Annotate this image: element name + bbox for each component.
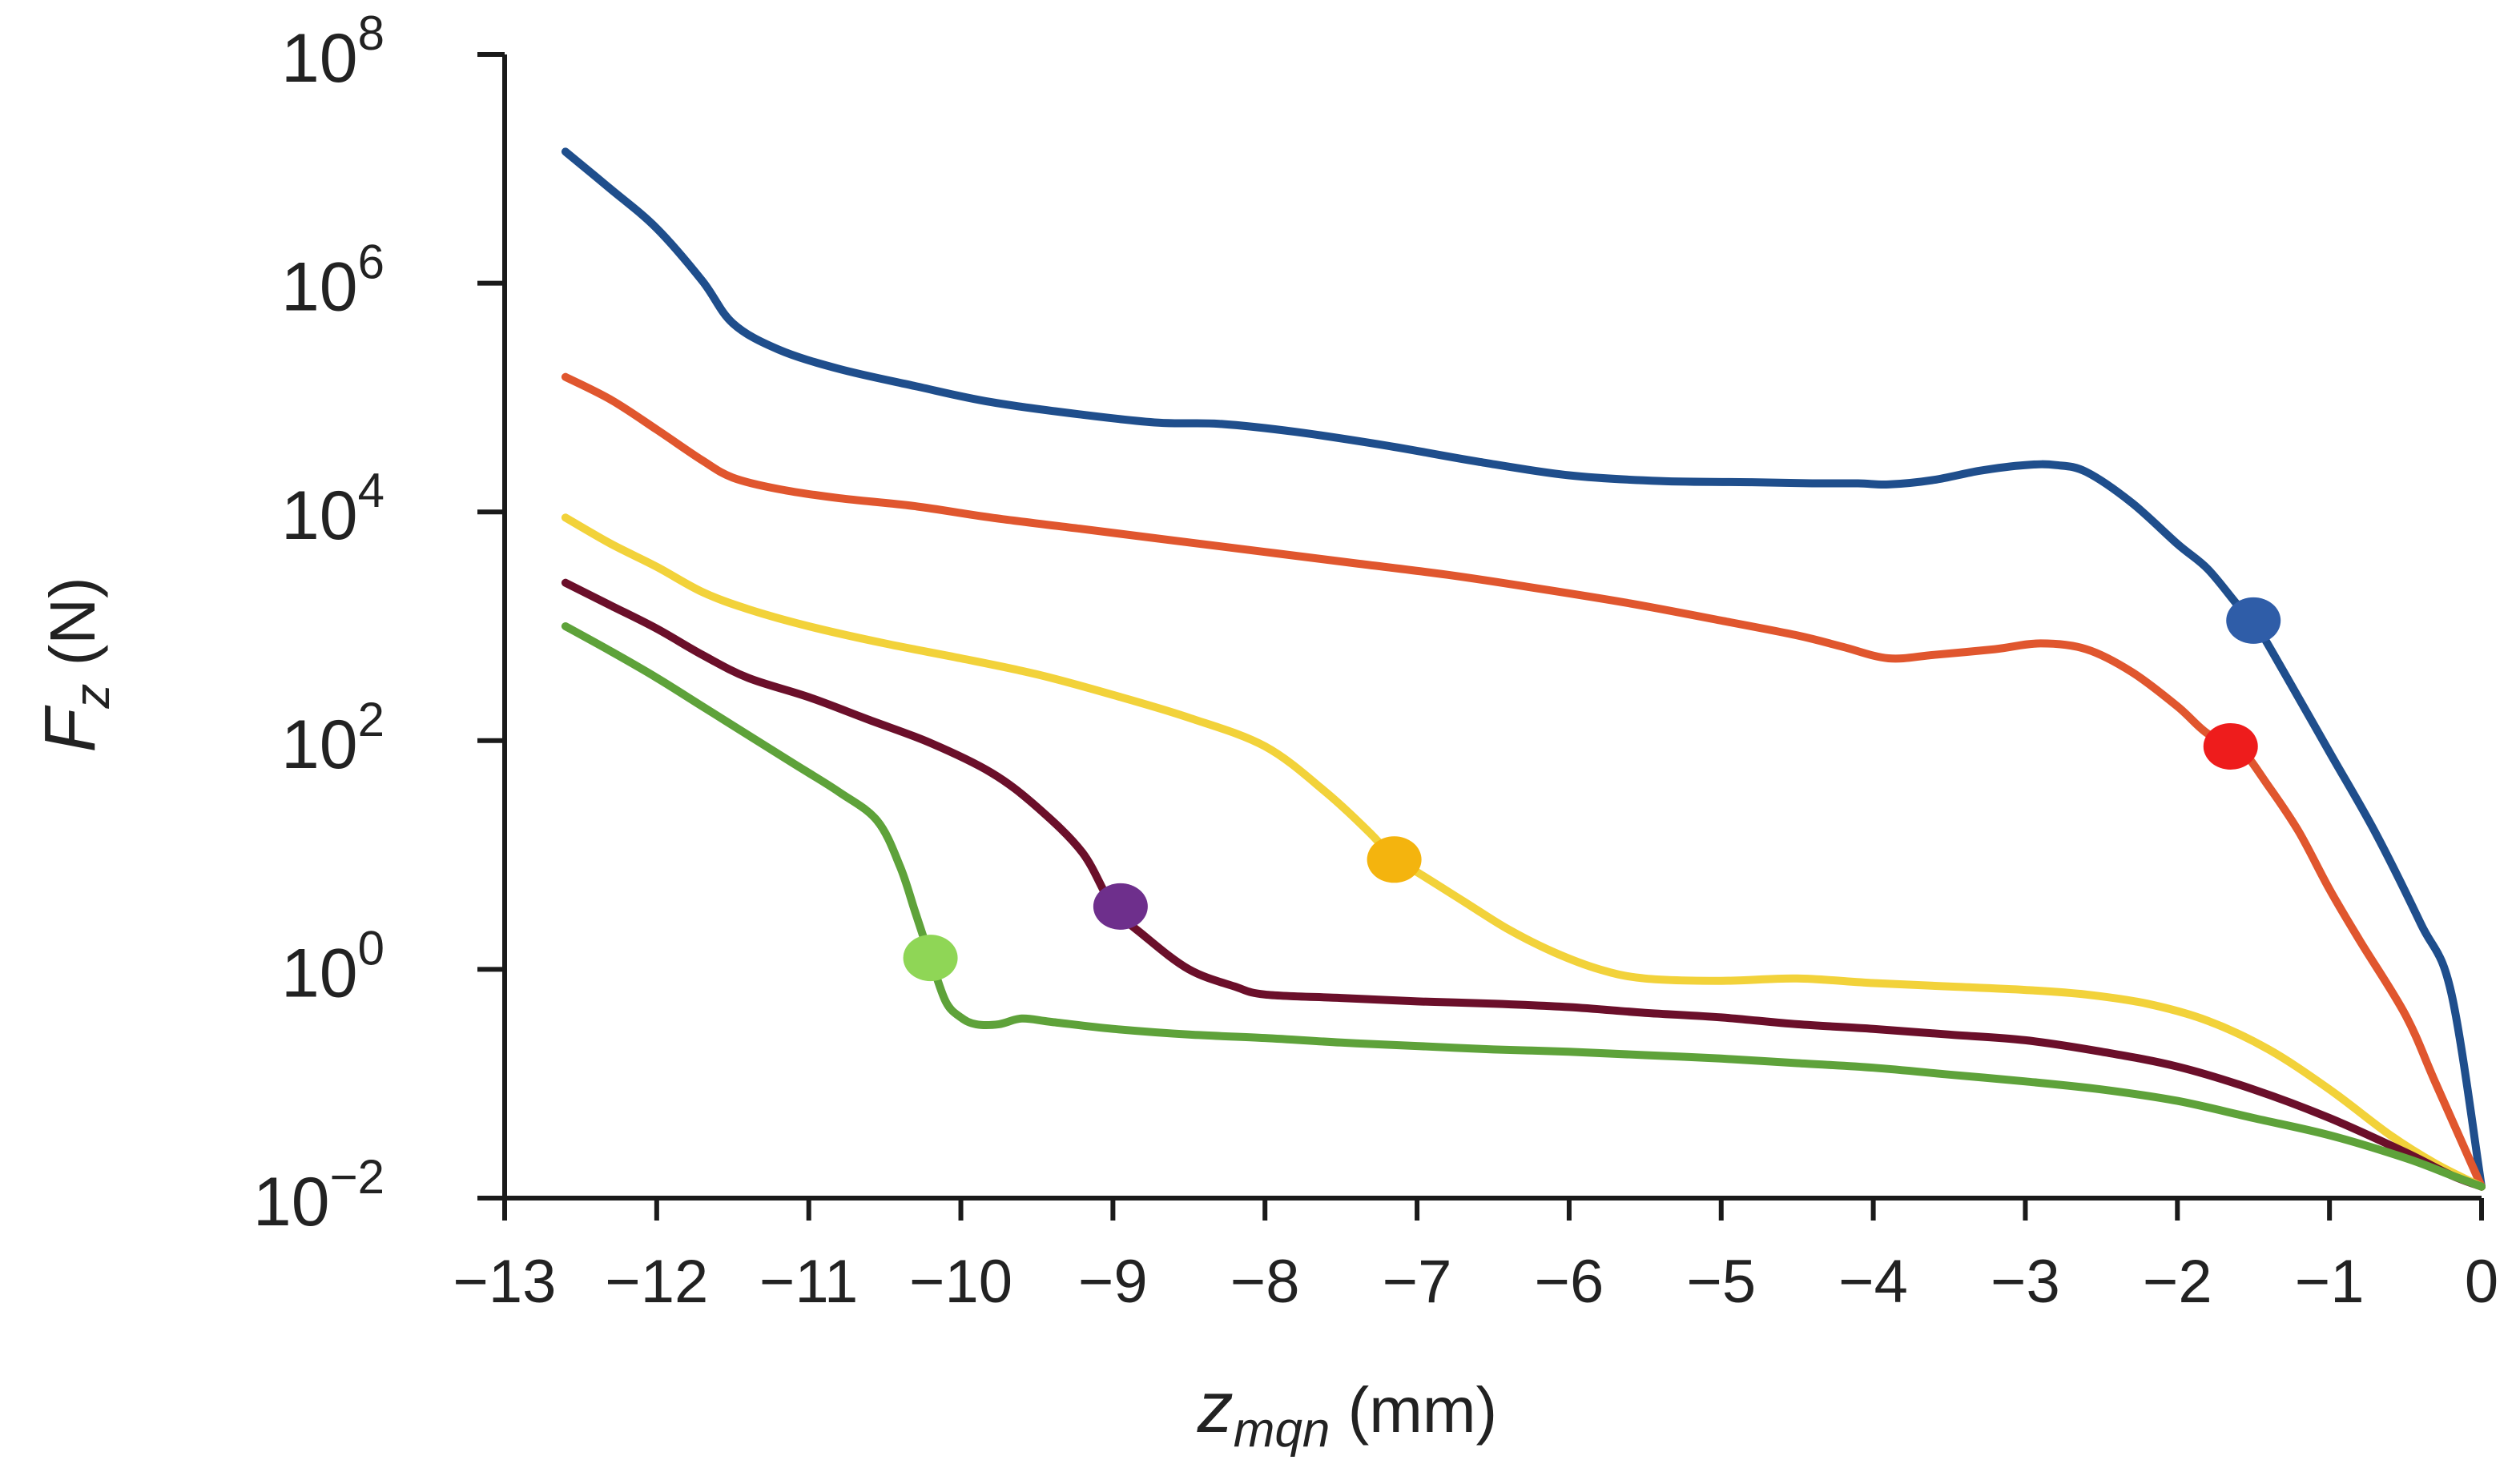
y-tick-label-exponent: 4: [358, 464, 384, 517]
y-tick-label-base: 10: [281, 706, 358, 783]
y-tick-label: 102: [281, 693, 384, 783]
y-tick-label-base: 10: [281, 20, 358, 97]
series-line-blue: [561, 147, 2486, 1191]
x-tick-label: −3: [1991, 1248, 2060, 1316]
x-tick-label: −5: [1686, 1248, 1756, 1316]
y-tick-label: 106: [281, 235, 384, 326]
y-axis-title-main: F: [30, 705, 111, 753]
y-tick-label: 10−2: [253, 1150, 384, 1241]
x-ticks: −13 −12 −11 −10 −9 −8 −7 −6 −5 −4 −3 −2 −1 0: [453, 1198, 2498, 1316]
series-line-maroon: [561, 578, 2486, 1191]
y-tick-label: 104: [281, 464, 384, 554]
series-marker-blue: [2226, 597, 2281, 644]
series-line-yellow: [561, 513, 2486, 1191]
y-tick-label-base: 10: [253, 1164, 330, 1241]
x-axis-title-unit: (mm): [1330, 1374, 1497, 1446]
x-tick-label: −11: [759, 1248, 858, 1316]
x-axis-title-sub: mqn: [1234, 1402, 1330, 1458]
y-tick-label-exponent: 0: [358, 921, 384, 975]
x-tick-label: −10: [909, 1248, 1012, 1316]
y-tick-label-base: 10: [281, 935, 358, 1011]
x-tick-label: −13: [453, 1248, 557, 1316]
x-axis-title: zmqn (mm): [1197, 1368, 1497, 1458]
series-line-orange: [561, 372, 2486, 1191]
x-tick-label: −2: [2143, 1248, 2212, 1316]
y-axis-title-sub: z: [65, 684, 120, 710]
series-line-green: [561, 622, 2486, 1191]
x-axis-title-main: z: [1197, 1368, 1234, 1448]
x-tick-label: −12: [605, 1248, 708, 1316]
x-tick-label: −9: [1078, 1248, 1148, 1316]
x-tick-label: −7: [1383, 1248, 1452, 1316]
x-tick-label: −4: [1838, 1248, 1908, 1316]
series-marker-green: [903, 935, 958, 982]
y-axis-title-unit: (N): [37, 577, 108, 683]
y-tick-label-base: 10: [281, 249, 358, 326]
x-tick-label: −1: [2295, 1248, 2365, 1316]
y-tick-label-exponent: 2: [358, 693, 384, 746]
plot-lines: [561, 147, 2486, 1191]
plot-markers: [903, 597, 2281, 982]
y-tick-label-base: 10: [281, 477, 358, 554]
series-marker-maroon: [1093, 883, 1148, 930]
x-tick-label: −8: [1230, 1248, 1300, 1316]
x-tick-label: −6: [1535, 1248, 1604, 1316]
y-axis-title: Fz (N): [30, 577, 120, 752]
y-tick-label-exponent: −2: [330, 1150, 384, 1204]
x-tick-label: 0: [2465, 1248, 2498, 1316]
y-tick-label: 100: [281, 921, 384, 1011]
series-marker-yellow: [1367, 836, 1422, 883]
series-marker-orange: [2203, 722, 2258, 770]
y-tick-label-exponent: 8: [358, 6, 384, 60]
y-tick-label-exponent: 6: [358, 235, 384, 289]
y-tick-label: 108: [281, 6, 384, 97]
